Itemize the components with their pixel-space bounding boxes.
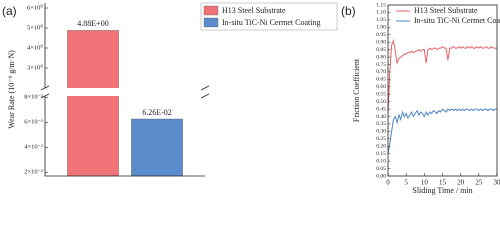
y-tick-label: 4×10⁻² [24,144,43,151]
y-tick-label: 0.35 [376,121,386,127]
x-tick-label: 20 [457,179,465,187]
bar [67,30,119,177]
axis-break-gap [43,88,207,96]
y-tick-label: 0.10 [376,158,386,164]
y-tick-label: 0.95 [376,32,386,38]
figure: (a) Wear Rate (10⁻⁹ g/m·N) 4.88E+00 6.26E-0… [2,2,500,195]
x-tick-label: 5 [404,179,408,187]
y-tick-label: 0.50 [376,99,386,105]
y-tick-label: 2×10⁻² [24,169,43,176]
y-tick-label: 0.65 [376,77,386,83]
y-axis-label: Friction Coefficient [352,58,361,122]
y-tick-label: 0.25 [376,136,386,142]
x-axis-label: Sliding Time / min [412,186,472,195]
y-tick-label: 1.05 [376,17,386,23]
legend-label: H13 Steel Substrate [222,6,286,15]
axis-break-mark [40,85,210,99]
y-tick-label: 8×10⁻² [24,94,43,101]
x-tick-label: 25 [475,179,483,187]
line-series [387,38,497,114]
y-tick-label: 0.40 [376,114,386,120]
legend-swatch [203,17,219,28]
x-tick-label: 30 [494,179,500,187]
y-tick-label: 3×10⁰ [27,63,43,71]
y-tick-label: 0.15 [376,151,386,157]
y-tick-label: 1.00 [376,25,386,31]
value-label: 6.26E-02 [142,108,172,117]
bar [131,118,183,177]
value-label: 4.88E+00 [77,19,108,28]
y-tick-label: 0.90 [376,39,386,45]
x-tick-label: 15 [439,179,447,187]
panel-label: (b) [341,4,356,18]
y-tick-label: 6×10⁰ [27,3,43,11]
y-tick-label: 0.00 [376,173,386,179]
legend-swatch [203,5,219,16]
y-tick-label: 0.05 [376,166,386,172]
line-series [387,108,497,154]
y-axis-label: Wear Rate (10⁻⁹ g/m·N) [7,50,16,129]
x-tick-label: 0 [386,179,390,187]
y-tick-label: 0.20 [376,144,386,150]
y-tick-label: 0.55 [376,91,386,97]
legend-label: H13 Steel Substrate [414,6,478,15]
x-tick-label: 10 [421,179,429,187]
y-tick-label: 0.70 [376,69,386,75]
y-tick-label: 0.30 [376,129,386,135]
y-tick-label: 1.10 [376,10,386,16]
panel-label: (a) [2,4,17,18]
y-tick-label: 1.15 [376,2,386,8]
y-tick-label: 0.60 [376,84,386,90]
legend-label: In-situ TiC-Ni Cermet Coating [222,18,320,27]
y-tick-label: 0.75 [376,62,386,68]
y-tick-label: 0.45 [376,106,386,112]
y-tick-label: 5×10⁰ [27,23,43,31]
y-tick-label: 0.80 [376,54,386,60]
y-tick-label: 6×10⁻² [24,119,43,126]
legend-label: In-situ TiC-Ni Cermet Coating [414,16,500,25]
y-tick-label: 0.85 [376,47,386,53]
legend-frame [200,2,338,31]
axis-frame [44,3,205,177]
y-tick-label: 4×10⁰ [27,43,43,51]
